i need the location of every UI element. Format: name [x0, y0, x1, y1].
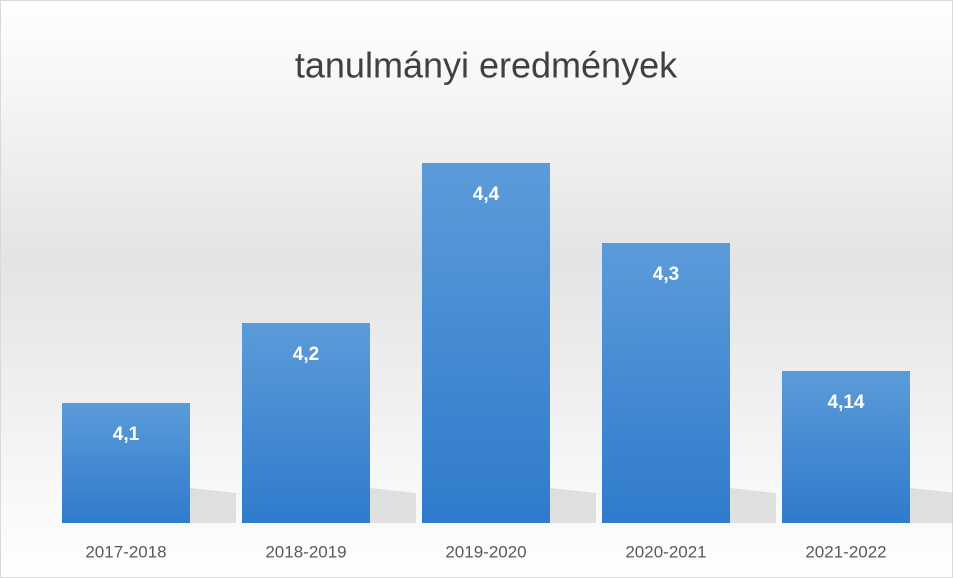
bar-shadow	[550, 488, 596, 523]
x-tick-label: 2018-2019	[265, 542, 346, 561]
data-label: 4,1	[113, 424, 140, 445]
data-label: 4,4	[473, 184, 500, 205]
bar	[602, 243, 730, 523]
bar-shadow	[370, 488, 416, 523]
bar-shadow	[910, 488, 953, 523]
x-tick-label: 2017-2018	[85, 542, 166, 561]
chart-title: tanulmányi eredmények	[295, 45, 678, 86]
bar-shadow	[730, 488, 776, 523]
bar	[422, 163, 550, 523]
x-tick-label: 2019-2020	[445, 542, 526, 561]
x-tick-label: 2021-2022	[805, 542, 886, 561]
bar	[242, 323, 370, 523]
data-label: 4,2	[293, 344, 319, 365]
bar	[62, 403, 190, 523]
bar	[782, 371, 910, 523]
data-label: 4,3	[653, 264, 679, 285]
x-tick-label: 2020-2021	[625, 542, 706, 561]
data-label: 4,14	[828, 392, 865, 413]
bar-shadow	[190, 488, 236, 523]
